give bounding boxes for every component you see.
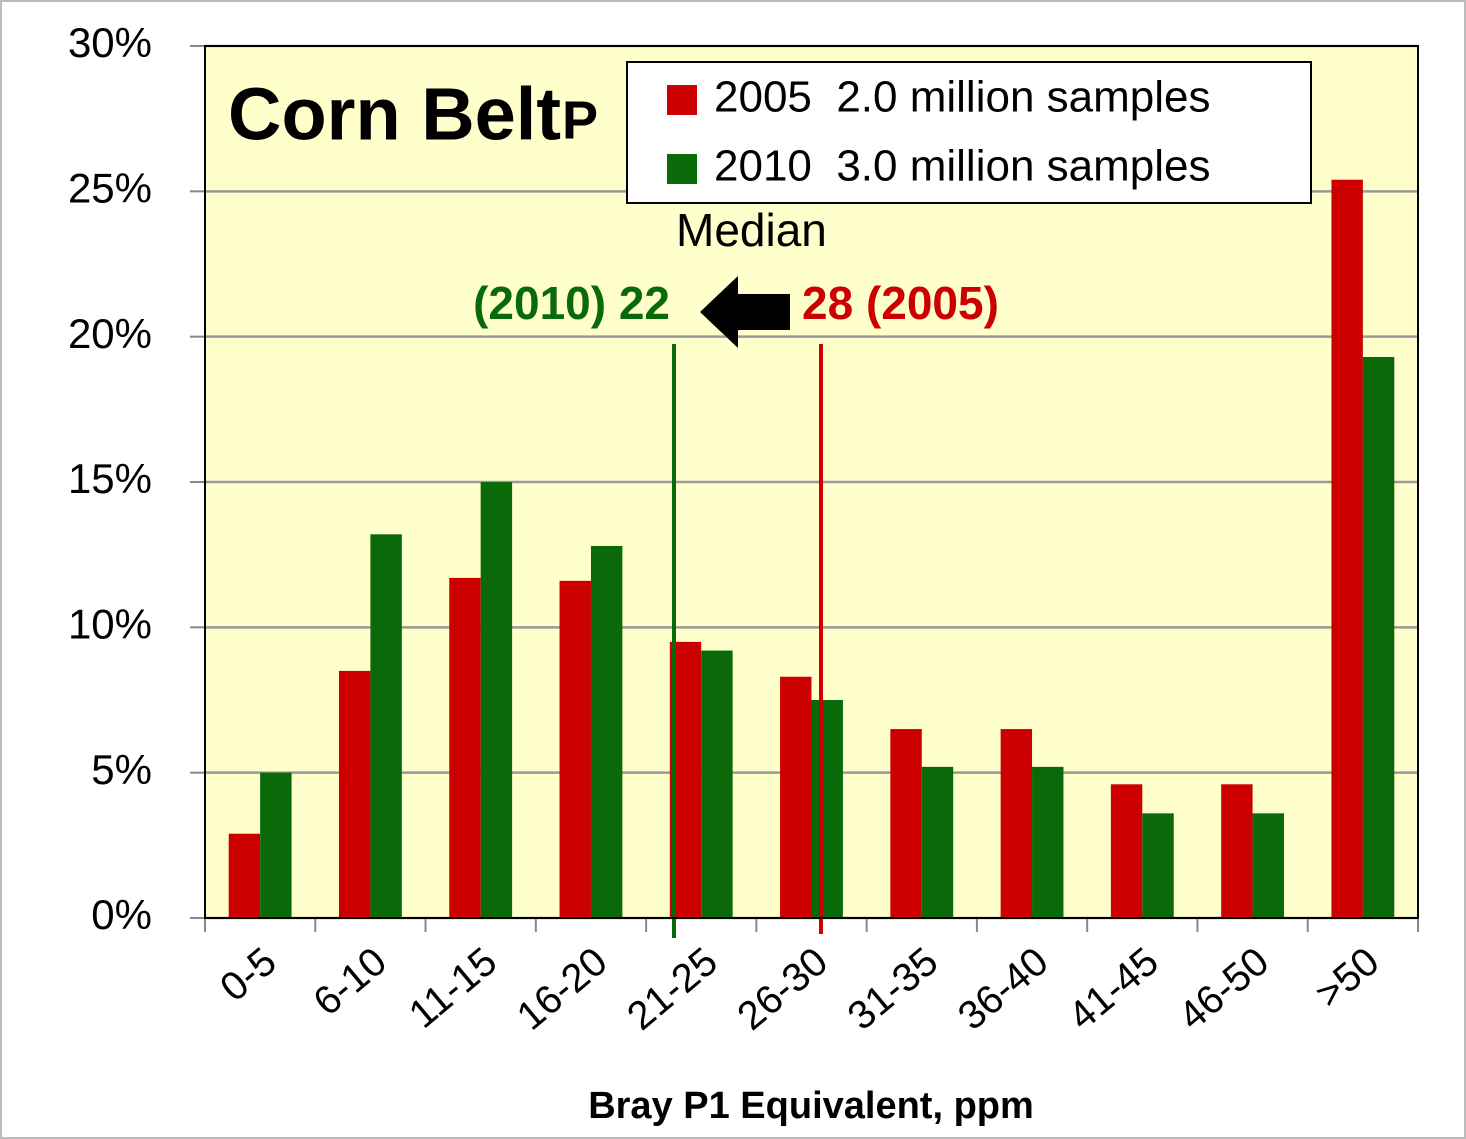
y-tick-label: 0% <box>91 891 152 938</box>
median-2010-label: (2010) 22 <box>473 277 670 329</box>
x-axis-label: Bray P1 Equivalent, ppm <box>588 1085 1034 1127</box>
bar <box>228 833 261 918</box>
bar <box>590 545 623 918</box>
legend-label: 2005 2.0 million samples <box>714 73 1210 122</box>
bar <box>1331 179 1363 918</box>
bar <box>1221 784 1253 918</box>
chart-subtitle: P <box>562 90 598 150</box>
bar <box>811 700 843 918</box>
bar <box>260 772 292 918</box>
y-tick-label: 10% <box>68 600 152 647</box>
legend-swatch <box>667 154 697 184</box>
bar <box>1110 784 1143 918</box>
bar <box>921 766 954 918</box>
legend-label: 2010 3.0 million samples <box>714 142 1210 191</box>
y-tick-label: 25% <box>68 164 152 211</box>
median-label: Median <box>676 204 827 256</box>
chart-title: Corn Belt <box>228 73 561 156</box>
bar <box>780 676 812 918</box>
bar <box>1252 813 1285 918</box>
bar <box>338 670 371 918</box>
bar <box>480 482 513 918</box>
bar <box>701 650 733 918</box>
bar <box>559 580 591 918</box>
arrow <box>700 276 790 348</box>
y-tick-label: 30% <box>68 19 152 66</box>
bar <box>449 577 481 918</box>
bar <box>1362 357 1395 919</box>
bar <box>1032 766 1064 918</box>
legend-box <box>626 61 1312 204</box>
bar <box>1142 813 1174 918</box>
legend-swatch <box>667 85 697 115</box>
plot-area <box>204 45 1419 919</box>
bar <box>370 534 402 918</box>
y-tick-label: 20% <box>68 310 152 357</box>
bar <box>1000 729 1033 918</box>
median-2005-label: 28 (2005) <box>802 277 999 329</box>
y-tick-label: 5% <box>91 746 152 793</box>
y-tick-label: 15% <box>68 455 152 502</box>
bar <box>890 729 922 918</box>
